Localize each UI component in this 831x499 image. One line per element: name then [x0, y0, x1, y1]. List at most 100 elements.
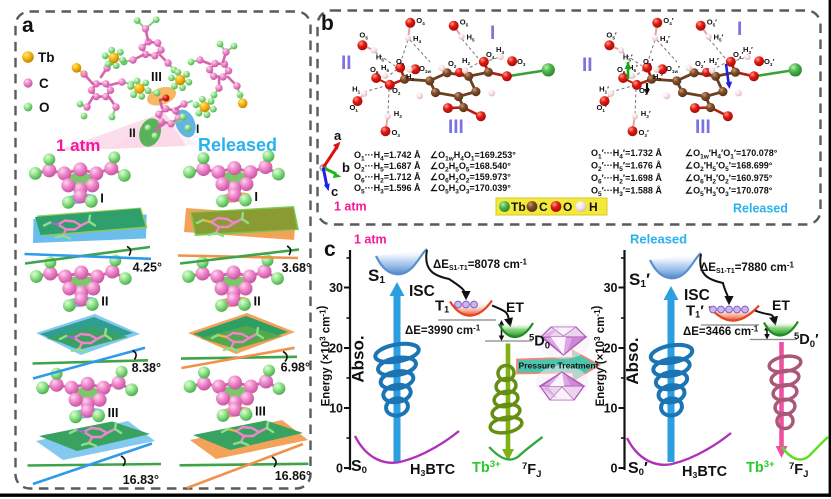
svg-text:O4​′: O4​′ [663, 16, 673, 26]
svg-text:O2​′···H5​′=1.676 Å: O2​′···H5​′=1.676 Å [591, 161, 662, 174]
svg-text:∠O5​H3​O3​=170.039°: ∠O5​H3​O3​=170.039° [430, 183, 511, 196]
svg-text:O5​···H3​=1.596 Å: O5​···H3​=1.596 Å [354, 183, 421, 196]
svg-text:a: a [334, 128, 342, 143]
svg-text:Tb: Tb [511, 200, 526, 214]
svg-text:b: b [321, 12, 334, 35]
svg-text:Released: Released [198, 135, 277, 155]
svg-text:H4​: H4​ [413, 34, 421, 44]
svg-text:O1w​′: O1w​′ [666, 64, 680, 74]
svg-text:I: I [196, 122, 199, 136]
svg-text:1 atm: 1 atm [354, 233, 387, 247]
svg-text:III: III [151, 69, 162, 84]
svg-text:3.68°: 3.68° [282, 261, 311, 275]
svg-text:H2​: H2​ [462, 56, 470, 66]
svg-text:Released: Released [733, 202, 788, 216]
svg-text:O5​: O5​ [359, 30, 368, 40]
svg-text:T1​′: T1​′ [686, 303, 704, 320]
svg-text:O2​′: O2​′ [695, 59, 705, 69]
svg-text:c: c [324, 238, 336, 261]
svg-text:O1​···H4​=1.742 Å: O1​···H4​=1.742 Å [354, 150, 421, 163]
svg-text:∠O6​′H2​′O2​′=160.975°: ∠O6​′H2​′O2​′=160.975° [685, 173, 773, 186]
svg-text:O3​′: O3​′ [639, 128, 649, 138]
svg-text:C: C [39, 76, 49, 91]
svg-text:∠O2​′H5​′O5​′=168.699°: ∠O2​′H5​′O5​′=168.699° [685, 161, 773, 174]
svg-text:5D0: 5D0 [529, 333, 550, 352]
svg-text:Abso.: Abso. [349, 335, 368, 382]
svg-text:Pressure Treatment: Pressure Treatment [519, 361, 599, 371]
svg-text:H5​′: H5​′ [714, 33, 724, 43]
svg-text:Tb: Tb [38, 50, 55, 65]
svg-text:I: I [490, 23, 495, 44]
svg-text:H4​′: H4​′ [660, 34, 670, 44]
svg-text:ET: ET [772, 297, 790, 313]
svg-text:O2​: O2​ [392, 86, 401, 96]
svg-text:H: H [589, 200, 598, 214]
svg-text:30: 30 [604, 281, 618, 295]
svg-text:H3​′: H3​′ [743, 45, 753, 55]
svg-text:ΔE=3990 cm-1: ΔE=3990 cm-1 [405, 324, 481, 338]
svg-text:O5​′: O5​′ [707, 18, 717, 28]
svg-text:H1​: H1​ [352, 85, 360, 95]
svg-text:16.83°: 16.83° [123, 473, 159, 487]
svg-text:Energy (×103 cm-1): Energy (×103 cm-1) [317, 305, 333, 406]
svg-text:H5​′: H5​′ [623, 52, 633, 62]
svg-text:I: I [100, 190, 104, 205]
svg-text:∠O5​′H3​′O3​′=170.078°: ∠O5​′H3​′O3​′=170.078° [685, 186, 773, 199]
svg-text:O5​′: O5​′ [606, 30, 616, 40]
svg-text:H3​: H3​ [496, 45, 504, 55]
svg-text:Energy (×103 cm-1): Energy (×103 cm-1) [591, 305, 607, 406]
svg-text:H1​′: H1​′ [599, 85, 609, 95]
svg-text:II: II [129, 126, 136, 140]
svg-text:∠O6​H2​O2​=159.973°: ∠O6​H2​O2​=159.973° [430, 172, 511, 185]
svg-text:H6​′: H6​′ [628, 63, 638, 73]
svg-text:II: II [101, 294, 108, 309]
svg-text:O1​′: O1​′ [597, 103, 607, 113]
svg-text:10: 10 [329, 402, 343, 416]
svg-text:20: 20 [604, 342, 618, 356]
svg-text:7FJ: 7FJ [789, 461, 808, 480]
svg-text:b: b [342, 160, 350, 175]
svg-text:O6​: O6​ [370, 65, 379, 75]
svg-text:c: c [331, 184, 338, 199]
svg-text:O4​: O4​ [416, 16, 425, 26]
svg-text:O1​′···H4​′=1.732 Å: O1​′···H4​′=1.732 Å [591, 148, 662, 161]
svg-text:H7​: H7​ [406, 72, 414, 82]
svg-text:O3​′: O3​′ [764, 57, 774, 67]
svg-text:O6​···H2​=1.712 Å: O6​···H2​=1.712 Å [354, 172, 421, 185]
svg-text:ET: ET [506, 299, 524, 315]
svg-text:H5​: H5​ [467, 33, 475, 43]
svg-text:6.98°: 6.98° [281, 361, 310, 375]
svg-text:7FJ: 7FJ [522, 461, 541, 480]
svg-text:S1​′: S1​′ [629, 270, 650, 290]
svg-text:0: 0 [336, 462, 343, 476]
svg-text:∠O2​H5​O5​=168.540°: ∠O2​H5​O5​=168.540° [430, 161, 511, 174]
svg-text:O3​: O3​ [517, 57, 526, 67]
svg-text:O6​′···H2​′=1.698 Å: O6​′···H2​′=1.698 Å [591, 173, 662, 186]
svg-text:10: 10 [604, 402, 618, 416]
svg-text:5D0′: 5D0′ [794, 331, 819, 350]
svg-text:H5​: H5​ [376, 52, 384, 62]
svg-text:a: a [22, 14, 34, 37]
svg-text:O4​′: O4​′ [733, 50, 743, 60]
svg-text:8.38°: 8.38° [132, 361, 161, 375]
svg-text:1 atm: 1 atm [56, 136, 100, 155]
svg-text:Released: Released [630, 232, 687, 247]
svg-text:II: II [254, 294, 261, 309]
svg-text:H7​′: H7​′ [653, 72, 663, 82]
svg-text:Abso.: Abso. [623, 337, 642, 384]
svg-text:ISC: ISC [684, 287, 710, 304]
svg-text:O5​: O5​ [460, 18, 469, 28]
svg-text:16.86°: 16.86° [275, 469, 311, 483]
svg-text:III: III [695, 117, 711, 138]
svg-text:H3​BTC: H3​BTC [682, 464, 728, 480]
svg-text:H3​BTC: H3​BTC [410, 462, 456, 478]
svg-text:O1w​: O1w​ [419, 64, 431, 74]
svg-text:O2​···H5​=1.687 Å: O2​···H5​=1.687 Å [354, 161, 421, 174]
svg-text:O4​: O4​ [486, 50, 495, 60]
svg-text:III: III [108, 405, 119, 420]
svg-text:H3​′: H3​′ [641, 109, 651, 119]
svg-text:H3​: H3​ [394, 109, 402, 119]
svg-text:O6​′: O6​′ [617, 65, 627, 75]
svg-text:20: 20 [329, 342, 343, 356]
svg-text:4.25°: 4.25° [133, 261, 162, 275]
